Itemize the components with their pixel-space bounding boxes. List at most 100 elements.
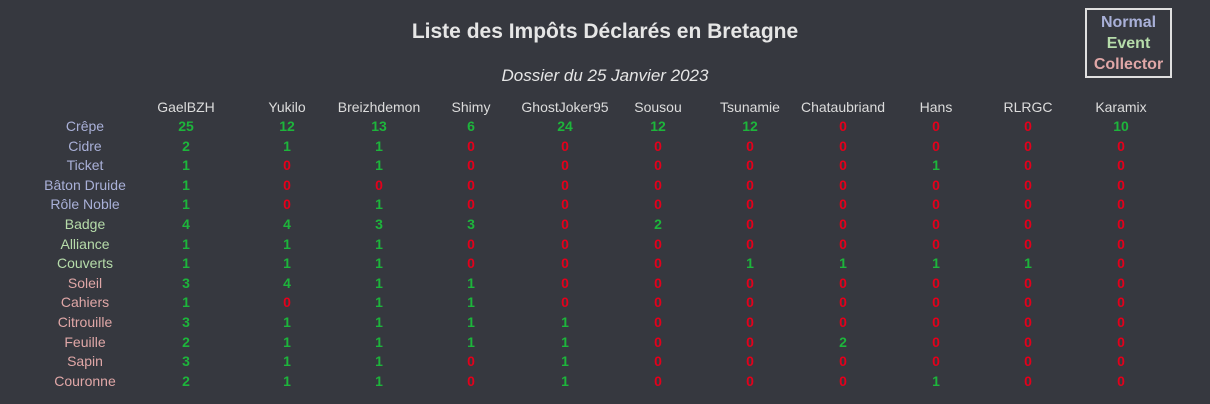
- table-cell-value: 0: [932, 137, 940, 154]
- row-label: Feuille: [64, 333, 106, 350]
- table-cell-value: 1: [932, 372, 940, 389]
- table-cell-value: 1: [746, 255, 754, 272]
- table-cell-value: 3: [182, 353, 190, 370]
- table-cell-value: 1: [283, 235, 291, 252]
- table-cell-value: 0: [561, 196, 569, 213]
- table-cell-value: 0: [1024, 294, 1032, 311]
- table-cell-value: 0: [561, 294, 569, 311]
- table-cell-value: 0: [746, 314, 754, 330]
- chart-subtitle: Dossier du 25 Janvier 2023: [501, 66, 709, 85]
- table-cell-value: 1: [561, 333, 569, 350]
- table-cell-value: 0: [1024, 353, 1032, 370]
- table-cell-value: 12: [650, 118, 666, 134]
- table-cell-value: 1: [375, 137, 383, 154]
- table-cell-value: 1: [375, 274, 383, 291]
- table-cell-value: 1: [561, 372, 569, 389]
- table-cell-value: 1: [182, 255, 190, 272]
- table-cell-value: 0: [654, 196, 662, 213]
- table-cell-value: 1: [283, 137, 291, 154]
- table-cell-value: 0: [1024, 274, 1032, 291]
- table-cell-value: 0: [839, 274, 847, 291]
- legend-box: Normal Event Collector: [1085, 8, 1172, 78]
- table-cell-value: 2: [182, 333, 190, 350]
- table-cell-value: 1: [182, 235, 190, 252]
- table-cell-value: 0: [839, 176, 847, 193]
- table-cell-value: 1: [839, 255, 847, 272]
- table-cell-value: 0: [839, 216, 847, 232]
- table-cell-value: 0: [1024, 216, 1032, 232]
- table-cell-value: 0: [654, 137, 662, 154]
- table-cell-value: 0: [467, 235, 475, 252]
- row-label: Badge: [64, 216, 106, 232]
- table-cell-value: 0: [561, 216, 569, 232]
- table-cell-value: 1: [182, 196, 190, 213]
- table-cell-value: 0: [932, 314, 940, 330]
- table-cell-value: 1: [375, 372, 383, 389]
- table-cell-value: 1: [375, 196, 383, 213]
- table-cell-value: 1: [375, 235, 383, 252]
- row-label: Couronne: [54, 372, 116, 389]
- table-cell-value: 0: [839, 157, 847, 174]
- table-cell-value: 0: [932, 216, 940, 232]
- table-cell-value: 0: [283, 157, 291, 174]
- table-cell-value: 1: [375, 353, 383, 370]
- table-cell-value: 2: [182, 137, 190, 154]
- table-cell-value: 0: [1117, 157, 1125, 174]
- chart-title: Liste des Impôts Déclarés en Bretagne: [411, 20, 799, 43]
- table-cell-value: 0: [746, 176, 754, 193]
- table-cell-value: 0: [932, 353, 940, 370]
- table-cell-value: 2: [839, 333, 847, 350]
- table-cell-value: 3: [467, 216, 475, 232]
- table-cell-value: 4: [182, 216, 190, 232]
- table-cell-value: 0: [467, 255, 475, 272]
- table-cell-value: 0: [839, 196, 847, 213]
- table-cell-value: 0: [839, 235, 847, 252]
- table-cell-value: 0: [932, 333, 940, 350]
- legend-entry-collector: Collector: [1093, 55, 1164, 73]
- table-cell-value: 0: [467, 137, 475, 154]
- row-label: Sapin: [67, 353, 103, 370]
- table-cell-value: 0: [1024, 372, 1032, 389]
- table-cell-value: 1: [375, 157, 383, 174]
- table-cell-value: 3: [375, 216, 383, 232]
- table-cell-value: 0: [746, 274, 754, 291]
- legend-entry-event: Event: [1106, 34, 1151, 52]
- table-cell-value: 0: [654, 176, 662, 193]
- table-cell-value: 1: [561, 314, 569, 330]
- table-cell-value: 0: [654, 314, 662, 330]
- table-cell-value: 0: [654, 294, 662, 311]
- table-cell-value: 0: [467, 372, 475, 389]
- table-cell-value: 0: [932, 118, 940, 134]
- table-cell-value: 0: [1024, 333, 1032, 350]
- table-cell-value: 0: [654, 333, 662, 350]
- table-cell-value: 0: [1117, 294, 1125, 311]
- table-cell-value: 1: [283, 333, 291, 350]
- column-header: Tsunamie: [720, 99, 780, 115]
- table-cell-value: 1: [283, 255, 291, 272]
- table-cell-value: 0: [1024, 137, 1032, 154]
- table-cell-value: 0: [932, 294, 940, 311]
- table-cell-value: 0: [839, 137, 847, 154]
- table-cell-value: 0: [1024, 314, 1032, 330]
- table-cell-value: 0: [283, 294, 291, 311]
- row-label: Bâton Druide: [44, 176, 126, 193]
- table-cell-value: 0: [1117, 372, 1125, 389]
- row-label: Rôle Noble: [50, 196, 120, 213]
- table-cell-value: 0: [654, 274, 662, 291]
- table-cell-value: 0: [467, 176, 475, 193]
- table-cell-value: 0: [1024, 235, 1032, 252]
- table-cell-value: 1: [467, 314, 475, 330]
- table-cell-value: 0: [1117, 353, 1125, 370]
- table-cell-value: 0: [375, 176, 383, 193]
- table-cell-value: 0: [561, 157, 569, 174]
- table-cell-value: 1: [467, 274, 475, 291]
- row-label: Soleil: [67, 274, 103, 291]
- table-cell-value: 1: [182, 294, 190, 311]
- table-cell-value: 1: [467, 294, 475, 311]
- column-header: Karamix: [1095, 99, 1147, 115]
- table-cell-value: 0: [746, 333, 754, 350]
- table-cell-value: 1: [182, 176, 190, 193]
- table-cell-value: 0: [932, 274, 940, 291]
- row-label: Citrouille: [57, 314, 113, 330]
- column-header: RLRGC: [1003, 99, 1053, 115]
